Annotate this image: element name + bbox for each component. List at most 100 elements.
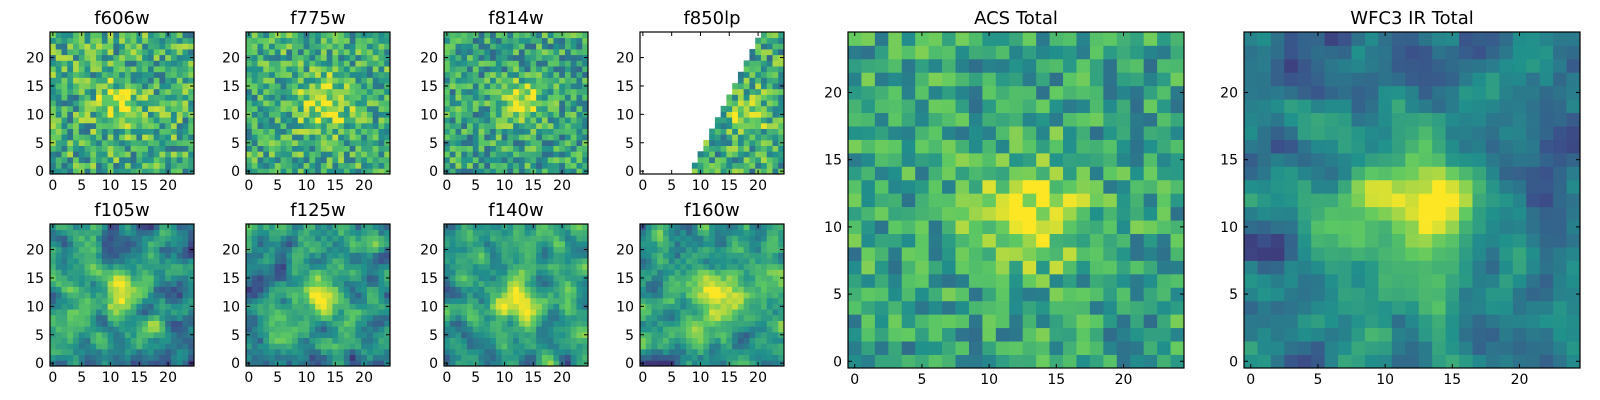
heatmap-cell xyxy=(320,43,328,50)
heatmap-cell xyxy=(113,37,120,44)
heatmap-cell xyxy=(651,229,658,236)
heatmap-cell xyxy=(518,111,526,118)
heatmap-cell xyxy=(472,162,479,169)
heatmap-cell xyxy=(188,100,195,107)
heatmap-cell xyxy=(484,360,491,367)
y-tick-label: 15 xyxy=(26,271,44,287)
heatmap-cell xyxy=(355,134,362,141)
heatmap-cell xyxy=(338,145,345,152)
heatmap-cell xyxy=(714,326,722,333)
heatmap-cell xyxy=(766,258,773,265)
heatmap-cell xyxy=(478,280,485,287)
heatmap-cell xyxy=(349,122,356,129)
heatmap-cell xyxy=(292,122,299,129)
heatmap-cell xyxy=(147,246,155,253)
heatmap-cell xyxy=(159,246,166,253)
heatmap-cell xyxy=(518,128,526,135)
heatmap-cell xyxy=(303,122,310,129)
heatmap-cell xyxy=(343,275,351,282)
heatmap-cell xyxy=(582,151,589,158)
heatmap-cell xyxy=(366,241,374,248)
heatmap-cell xyxy=(153,360,160,367)
heatmap-cell xyxy=(530,286,537,293)
heatmap-cell xyxy=(449,32,456,39)
heatmap-cell xyxy=(467,354,474,361)
heatmap-cell xyxy=(461,224,468,231)
heatmap-cell xyxy=(303,151,310,158)
heatmap-cell xyxy=(524,320,531,327)
panel-title: f850lp xyxy=(683,8,740,29)
heatmap-cell xyxy=(349,246,356,253)
heatmap-cell xyxy=(176,139,183,146)
heatmap-cell xyxy=(113,297,120,304)
heatmap-cell xyxy=(165,354,172,361)
heatmap-cell xyxy=(915,354,930,369)
heatmap-cell xyxy=(315,241,322,248)
heatmap-cell xyxy=(142,343,149,350)
heatmap-cell xyxy=(484,37,491,44)
heatmap-cell xyxy=(449,66,456,73)
heatmap-cell xyxy=(455,83,462,90)
heatmap-cell xyxy=(320,229,328,236)
heatmap-cell xyxy=(766,134,773,141)
heatmap-cell xyxy=(570,156,577,164)
heatmap-cell xyxy=(749,88,756,95)
heatmap-cell xyxy=(778,286,785,293)
heatmap-cell xyxy=(755,88,762,95)
heatmap-cell xyxy=(513,54,520,61)
heatmap-cell xyxy=(501,286,508,293)
heatmap-cell xyxy=(732,117,739,124)
heatmap-cell xyxy=(559,122,566,129)
heatmap-cell xyxy=(338,117,345,124)
heatmap-cell xyxy=(355,297,362,304)
heatmap-cell xyxy=(263,263,270,270)
heatmap-cell xyxy=(501,275,508,282)
heatmap-cell xyxy=(78,122,85,129)
heatmap-cell xyxy=(697,354,704,361)
heatmap-cell xyxy=(251,252,258,259)
heatmap-cell xyxy=(778,94,785,101)
heatmap-cell xyxy=(263,49,270,56)
heatmap-cell xyxy=(755,134,762,141)
x-tick-label: 20 xyxy=(159,178,177,194)
heatmap-cell xyxy=(73,162,80,169)
heatmap-cell xyxy=(384,326,391,333)
heatmap-cell xyxy=(651,331,658,338)
heatmap-cell xyxy=(524,331,531,338)
heatmap-cell xyxy=(315,252,322,259)
heatmap-cell xyxy=(490,303,497,310)
heatmap-cell xyxy=(188,280,195,287)
heatmap-cell xyxy=(501,258,508,265)
heatmap-cell xyxy=(101,331,108,338)
heatmap-cell xyxy=(378,326,385,333)
heatmap-cell xyxy=(343,88,351,95)
heatmap-cell xyxy=(170,348,178,356)
heatmap-cell xyxy=(449,309,456,316)
heatmap-cell xyxy=(153,94,160,101)
heatmap-cell xyxy=(378,71,385,78)
heatmap-cell xyxy=(709,241,716,248)
heatmap-cell xyxy=(90,111,97,118)
heatmap-cell xyxy=(1157,327,1171,342)
heatmap-cell xyxy=(461,252,468,259)
heatmap-cell xyxy=(553,162,560,169)
heatmap-cell xyxy=(263,32,270,39)
heatmap-cell xyxy=(720,263,727,270)
heatmap-cell xyxy=(524,139,531,146)
heatmap-cell xyxy=(159,360,166,367)
heatmap-cell xyxy=(553,224,560,231)
heatmap-cell xyxy=(547,224,554,231)
heatmap-cell xyxy=(78,162,85,169)
heatmap-cell xyxy=(714,297,722,304)
heatmap-cell xyxy=(124,151,132,158)
heatmap-cell xyxy=(680,343,687,350)
heatmap-cell xyxy=(349,94,356,101)
heatmap-cell xyxy=(490,145,497,152)
heatmap-cell xyxy=(1036,314,1050,329)
heatmap-cells xyxy=(246,224,391,367)
heatmap-cell xyxy=(269,60,276,67)
heatmap-cell xyxy=(760,269,768,276)
heatmap-cell xyxy=(286,337,293,344)
heatmap-cell xyxy=(153,235,160,242)
heatmap-cell xyxy=(96,145,103,152)
